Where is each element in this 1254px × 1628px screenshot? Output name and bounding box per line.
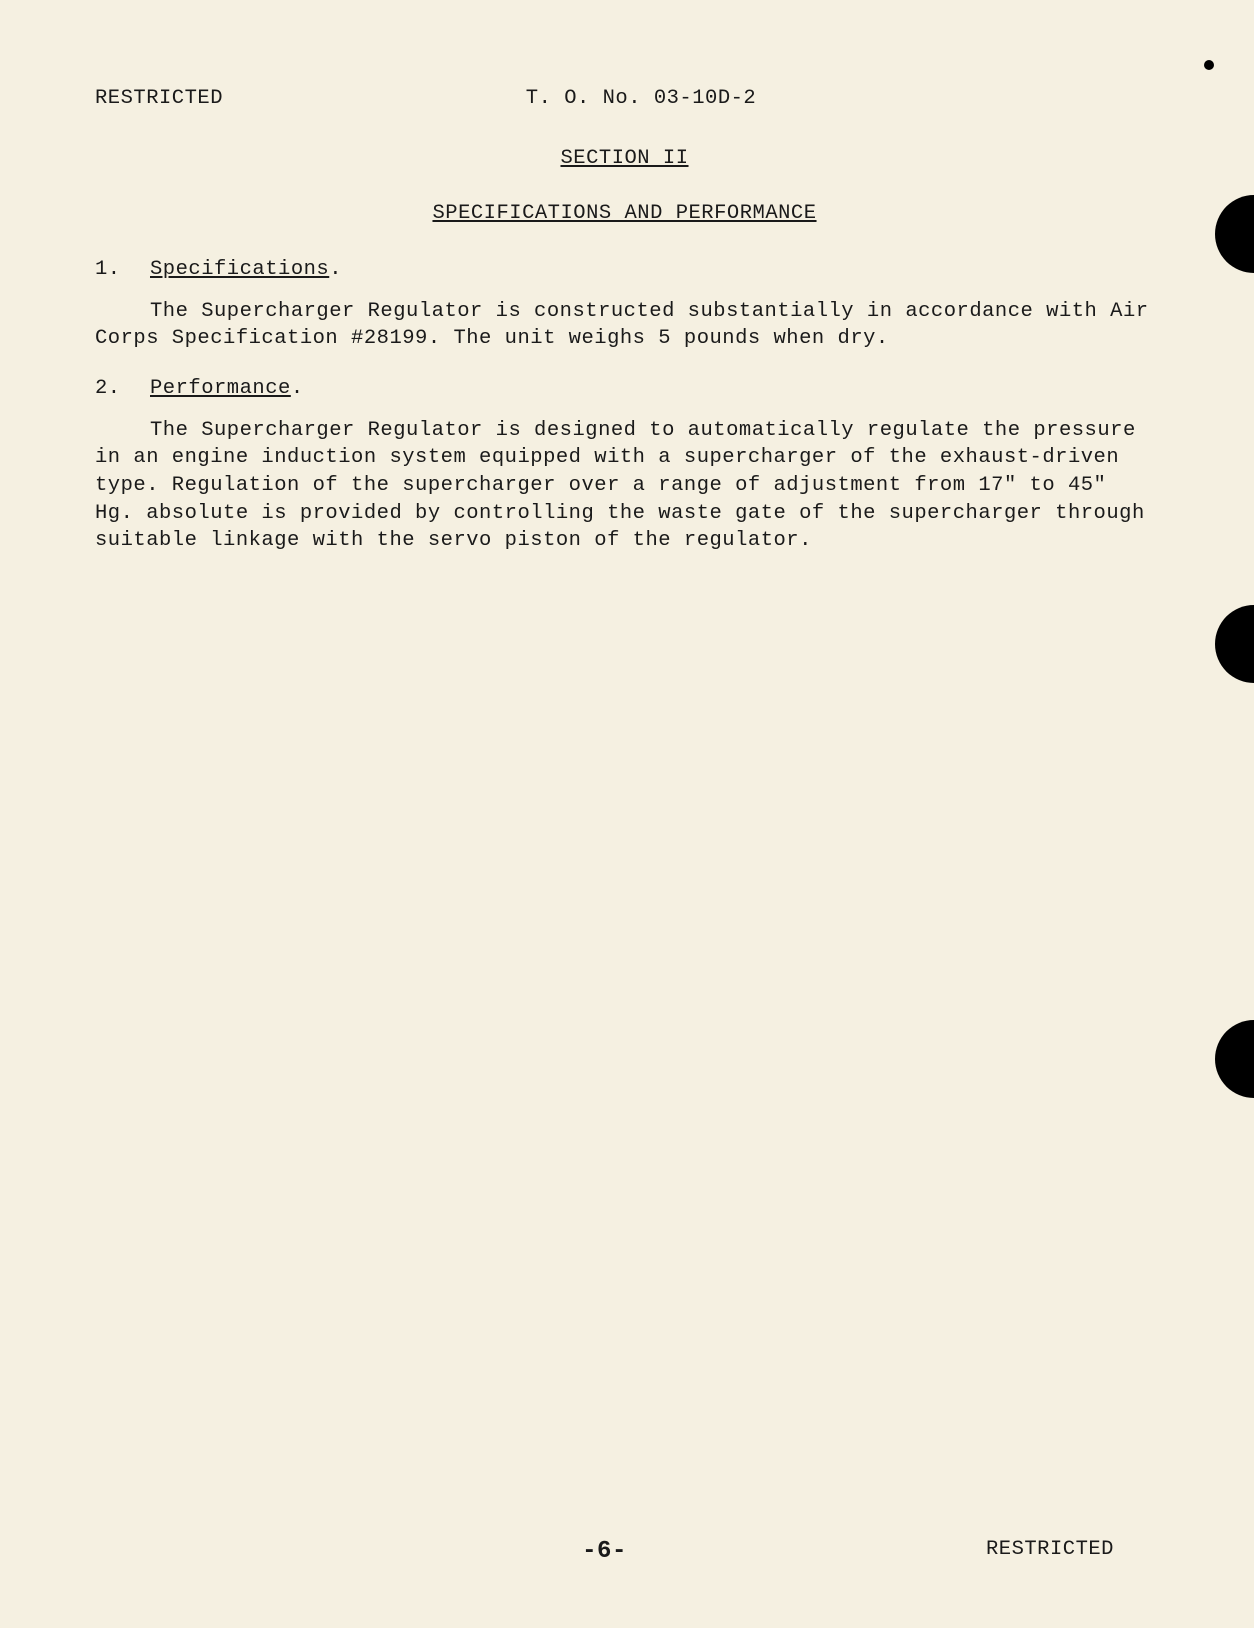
item-1-paragraph: The Supercharger Regulator is constructe… <box>95 298 1154 353</box>
document-number: T. O. No. 03-10D-2 <box>128 85 1154 113</box>
item-1-number: 1. <box>95 256 150 284</box>
item-1-heading: Specifications <box>150 258 329 281</box>
section-heading: SECTION II <box>95 145 1154 173</box>
page-number: -6- <box>582 1536 627 1568</box>
item-1-heading-wrap: Specifications. <box>150 256 342 284</box>
item-2-punct: . <box>291 377 304 400</box>
punch-hole-icon <box>1215 605 1254 683</box>
item-2-heading: Performance <box>150 377 291 400</box>
item-2-heading-wrap: Performance. <box>150 375 304 403</box>
item-1-punct: . <box>329 258 342 281</box>
punch-hole-icon <box>1215 195 1254 273</box>
page-mark-dot <box>1204 60 1214 70</box>
punch-hole-icon <box>1215 1020 1254 1098</box>
item-2-number: 2. <box>95 375 150 403</box>
item-1-row: 1. Specifications. <box>95 256 1154 284</box>
footer-left-spacer <box>95 1536 582 1568</box>
classification-footer: RESTRICTED <box>627 1536 1154 1568</box>
item-2-row: 2. Performance. <box>95 375 1154 403</box>
section-title: SPECIFICATIONS AND PERFORMANCE <box>95 200 1154 228</box>
document-footer: -6- RESTRICTED <box>95 1536 1154 1568</box>
item-2-paragraph: The Supercharger Regulator is designed t… <box>95 417 1154 555</box>
document-header: RESTRICTED T. O. No. 03-10D-2 <box>95 85 1154 113</box>
